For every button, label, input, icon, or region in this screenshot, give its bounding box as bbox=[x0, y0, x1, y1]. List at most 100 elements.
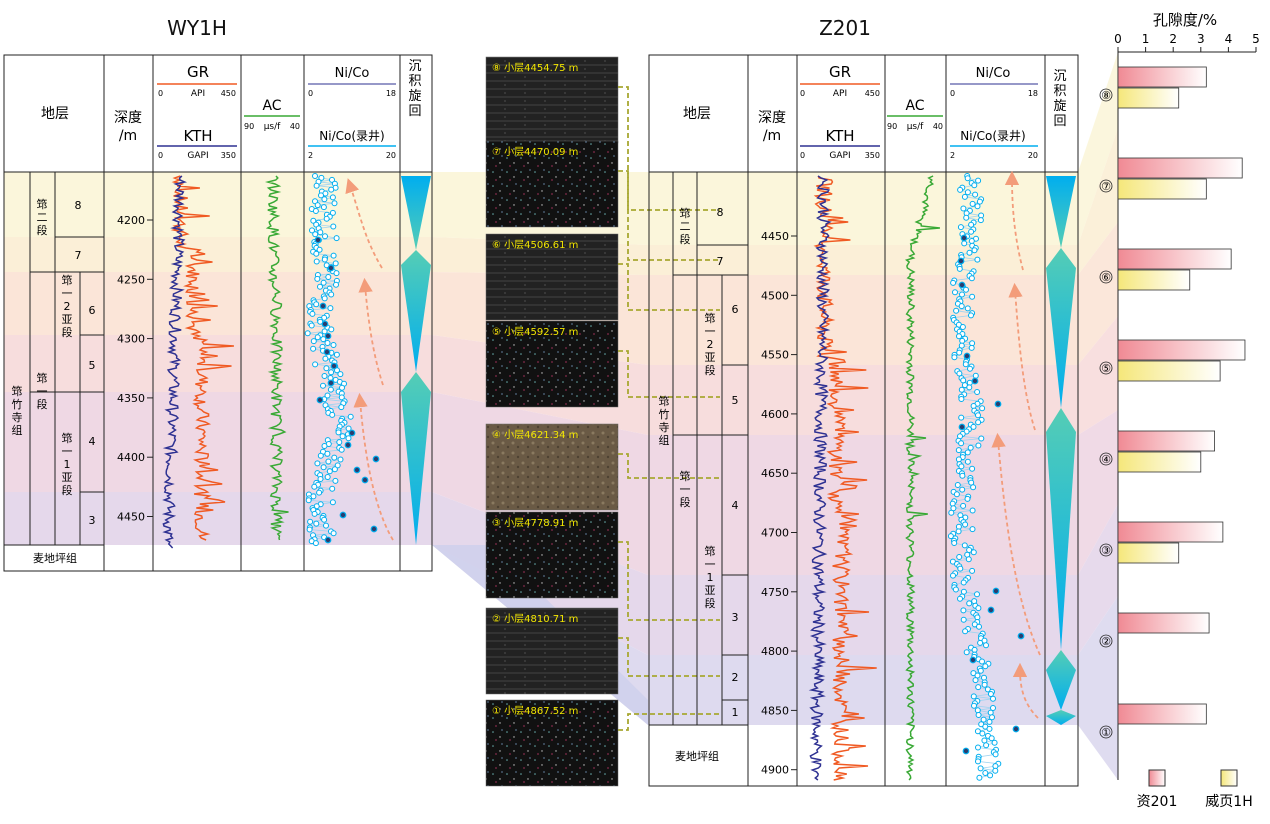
wy1h-nico-points-point bbox=[313, 301, 320, 308]
z201-strata-header: 地层 bbox=[683, 106, 711, 122]
wy1h-formation: 筇竹寺组 bbox=[12, 384, 23, 437]
z201-gr-unit: API bbox=[833, 89, 847, 99]
z201-nico-points-point bbox=[952, 289, 958, 296]
wy1h-nico-points-point bbox=[316, 246, 323, 253]
z201-trend-arrow bbox=[1004, 170, 1024, 271]
z201-depth-tick-label: 4550 bbox=[761, 349, 789, 362]
core-image-7 bbox=[485, 140, 619, 228]
wy1h-nico-points-point bbox=[314, 460, 321, 467]
wy1h-depth-tick-label: 4350 bbox=[117, 392, 145, 405]
wy1h-ac-min: 90 bbox=[244, 122, 254, 131]
z201-depth-header: 深度 bbox=[758, 110, 786, 126]
wy1h-nico-core-point bbox=[323, 348, 331, 356]
wy1h-nico-points-point bbox=[320, 464, 327, 471]
category-marker bbox=[1099, 361, 1113, 375]
wy1h-nico-points-point bbox=[317, 452, 324, 459]
z201-formation: 筇竹寺组 bbox=[659, 394, 670, 447]
wy1h-nico-core-point bbox=[327, 264, 335, 272]
wy1h-depth-header: 深度 bbox=[114, 110, 142, 126]
core-image-label-1: ① 小层4867.52 m bbox=[492, 705, 578, 717]
z201-nico-points-point bbox=[969, 567, 976, 574]
chart-category-label: ⑦ bbox=[1101, 180, 1111, 193]
wy1h-nico-points-point bbox=[330, 223, 337, 230]
core-link-6 bbox=[618, 263, 720, 311]
chart-tick-label: 5 bbox=[1252, 32, 1260, 46]
z201-depth-tick-label: 4750 bbox=[761, 586, 789, 599]
z201-nico-points-point bbox=[960, 579, 967, 586]
z201-nico-points-point bbox=[956, 265, 963, 272]
z201-nico-points-point bbox=[966, 600, 973, 607]
z201-nico-points-point bbox=[971, 182, 978, 189]
z201-nico-points-point bbox=[963, 286, 969, 293]
z201-nico-points-point bbox=[956, 333, 962, 340]
wy1h-nico-points-point bbox=[305, 497, 312, 504]
wy1h-nico-points-point bbox=[336, 439, 343, 446]
wy1h-nico-points-point bbox=[333, 281, 339, 288]
wy1h-nico-points-point bbox=[327, 386, 334, 393]
z201-cycle-header: 沉积旋回 bbox=[1053, 69, 1066, 129]
wy1h-nico-points-point bbox=[333, 270, 340, 277]
wy1h-nico-points-point bbox=[320, 204, 327, 211]
z201-nico-points-point bbox=[964, 495, 971, 502]
chart-tick-label: 2 bbox=[1169, 32, 1177, 46]
wy1h-nico-points-point bbox=[321, 196, 328, 203]
z201-nico-points-point bbox=[970, 484, 977, 491]
wy1h-nico-points-point bbox=[333, 235, 340, 242]
z201-nico-points-point bbox=[961, 240, 968, 247]
chart-tick-label: 1 bbox=[1142, 32, 1150, 46]
z201-nico-points-point bbox=[952, 586, 959, 593]
z201-layer-3: 3 bbox=[732, 611, 739, 624]
core-link-7 bbox=[618, 170, 720, 261]
wy1h-member-2: 筇二段 bbox=[37, 197, 48, 237]
z201-nico-points-point bbox=[975, 712, 982, 718]
wy1h-cycle-segment bbox=[401, 372, 431, 545]
wy1h-nico-core-point bbox=[327, 379, 335, 387]
z201-nico-points-point bbox=[992, 751, 999, 758]
z201-nico-points-point bbox=[977, 667, 984, 674]
z201-nico-points-point bbox=[981, 681, 988, 688]
z201-nico-points-point bbox=[991, 739, 998, 746]
z201-kth-min: 0 bbox=[800, 151, 805, 160]
wy1h-nico-points-point bbox=[324, 340, 331, 346]
core-link-3 bbox=[618, 541, 720, 621]
z201-depth-ticks: 4450 4500 4550 4600 4650 4700 4750 4800 4850 4900 bbox=[761, 230, 797, 777]
z201-nico-points-point bbox=[966, 384, 973, 391]
z201-nico-points-point bbox=[986, 718, 993, 725]
wy1h-nico-points-point bbox=[310, 338, 317, 345]
wy1h-nico-points-point bbox=[330, 252, 337, 259]
z201-nico-core-point bbox=[963, 352, 971, 360]
z201-nico-max: 18 bbox=[1028, 89, 1038, 98]
wy1h-layer-7: 7 bbox=[75, 249, 82, 262]
wy1h-nico-points-point bbox=[314, 202, 321, 209]
core-image-label-3: ③ 小层4778.91 m bbox=[492, 517, 578, 529]
z201-nico-points-point bbox=[964, 458, 971, 465]
wy1h-nico-points-point bbox=[328, 186, 335, 193]
wy1h-nico-points-point bbox=[312, 540, 319, 547]
z201-sedimentary-cycles bbox=[1046, 176, 1076, 725]
z201-nico-points-point bbox=[976, 198, 983, 205]
wy1h-depth-tick-label: 4200 bbox=[117, 214, 145, 227]
wy1h-member-1: 筇一段 bbox=[37, 371, 48, 411]
z201-nico-core-point bbox=[958, 281, 966, 289]
bar-z201 bbox=[1117, 612, 1210, 634]
core-image-3 bbox=[485, 511, 619, 599]
z201-depth-unit: /m bbox=[763, 128, 781, 144]
chart-category-label: ③ bbox=[1101, 544, 1111, 557]
wy1h-nico-points-point bbox=[329, 194, 336, 201]
z201-nico-points-point bbox=[977, 765, 984, 772]
z201-trend-arrow bbox=[1008, 282, 1036, 431]
z201-cycle-segment bbox=[1046, 248, 1076, 408]
wy1h-nico-points-point bbox=[339, 384, 345, 391]
z201-nico-points-point bbox=[974, 203, 981, 210]
wy1h-nico-points-point bbox=[313, 250, 320, 257]
z201-nico-points-point bbox=[970, 423, 977, 430]
bar-z201 bbox=[1117, 430, 1215, 452]
z201-nico-points-point bbox=[971, 702, 977, 709]
z201-cycle-segment bbox=[1046, 710, 1076, 725]
z201-nico-points-point bbox=[968, 344, 975, 351]
legend-swatch-wy1h bbox=[1220, 769, 1238, 787]
z201-nico-points-point bbox=[986, 725, 993, 732]
wy1h-gr-min: 0 bbox=[158, 89, 163, 98]
z201-nico-points-point bbox=[962, 361, 969, 368]
